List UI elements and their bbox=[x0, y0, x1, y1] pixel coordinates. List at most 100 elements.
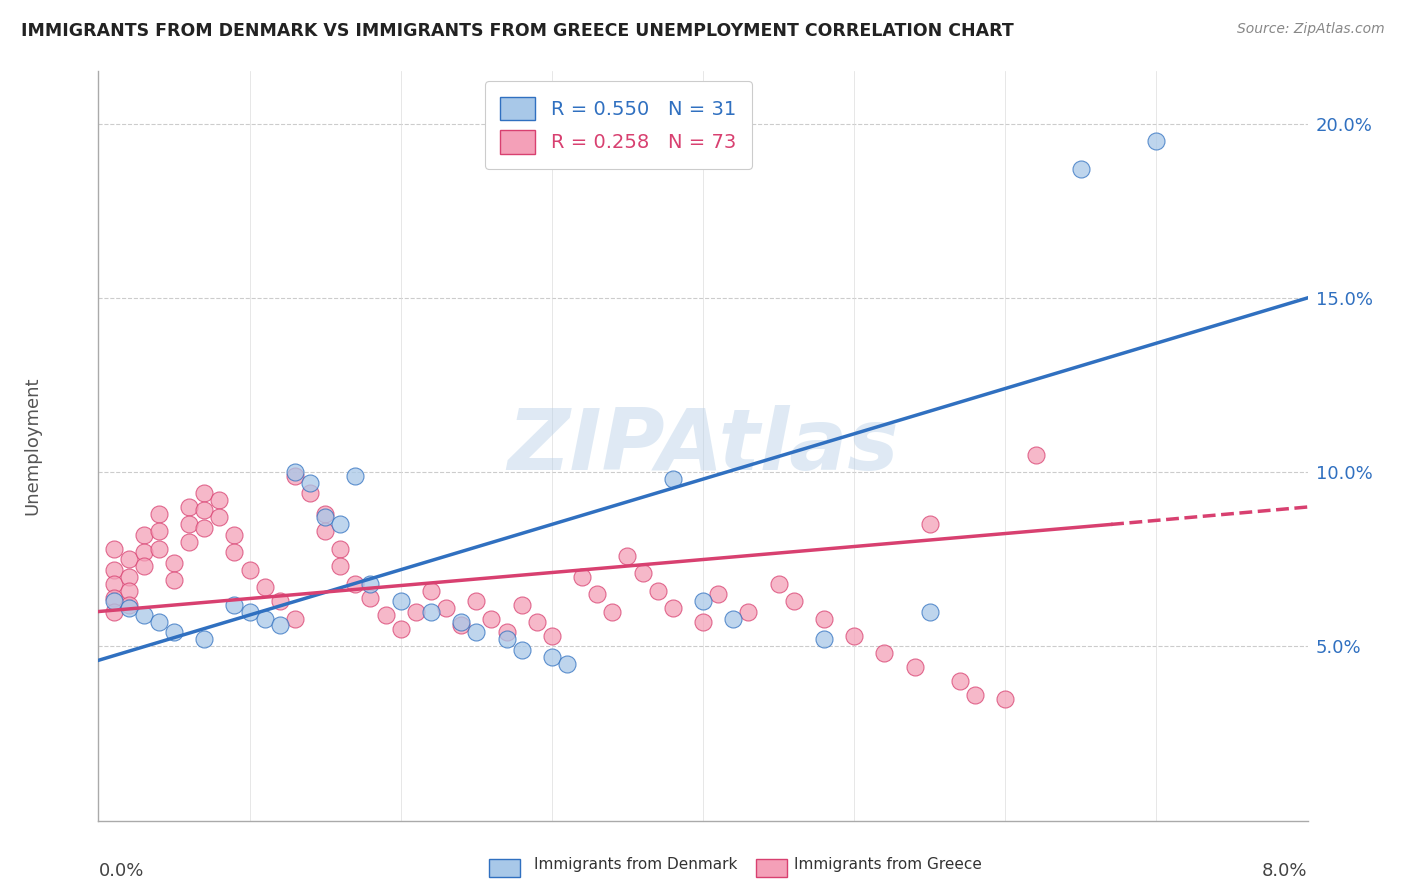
Point bbox=[495, 625, 517, 640]
Point bbox=[994, 691, 1017, 706]
Point bbox=[193, 503, 215, 517]
Point bbox=[813, 632, 835, 647]
Point bbox=[692, 615, 714, 629]
Point bbox=[118, 552, 141, 566]
Point bbox=[526, 615, 548, 629]
Point bbox=[540, 629, 562, 643]
Point bbox=[163, 625, 186, 640]
Point bbox=[103, 591, 125, 605]
Point bbox=[269, 618, 291, 632]
Point bbox=[132, 607, 155, 622]
Point bbox=[495, 632, 517, 647]
Text: Immigrants from Denmark: Immigrants from Denmark bbox=[534, 857, 738, 872]
Point bbox=[118, 598, 141, 612]
Point bbox=[193, 486, 215, 500]
Point bbox=[389, 622, 412, 636]
Point bbox=[768, 576, 790, 591]
Point bbox=[420, 605, 443, 619]
Point bbox=[374, 607, 396, 622]
Point bbox=[465, 594, 488, 608]
Point bbox=[208, 510, 231, 524]
Point bbox=[103, 594, 125, 608]
Point bbox=[103, 576, 125, 591]
Point bbox=[208, 493, 231, 508]
Text: 0.0%: 0.0% bbox=[98, 863, 143, 880]
Point bbox=[904, 660, 927, 674]
Point bbox=[179, 534, 201, 549]
Point bbox=[329, 517, 352, 532]
Point bbox=[949, 674, 972, 689]
Point bbox=[844, 629, 866, 643]
Point bbox=[118, 570, 141, 584]
Point bbox=[284, 611, 307, 625]
Point bbox=[344, 468, 367, 483]
Point bbox=[360, 591, 382, 605]
Point bbox=[314, 507, 336, 521]
Point bbox=[661, 472, 683, 486]
Point bbox=[132, 545, 155, 559]
Point bbox=[360, 576, 382, 591]
Point bbox=[420, 583, 443, 598]
Point bbox=[103, 541, 125, 556]
Legend: R = 0.550   N = 31, R = 0.258   N = 73: R = 0.550 N = 31, R = 0.258 N = 73 bbox=[485, 81, 752, 169]
Point bbox=[631, 566, 654, 581]
Point bbox=[434, 601, 457, 615]
Point bbox=[118, 583, 141, 598]
Point bbox=[329, 559, 352, 574]
Point bbox=[405, 605, 427, 619]
Point bbox=[616, 549, 638, 563]
Point bbox=[692, 594, 714, 608]
Point bbox=[148, 524, 170, 539]
Point bbox=[586, 587, 609, 601]
Point bbox=[481, 611, 503, 625]
Point bbox=[148, 507, 170, 521]
Text: Unemployment: Unemployment bbox=[22, 376, 41, 516]
Point bbox=[965, 688, 987, 702]
Point bbox=[253, 580, 276, 594]
Point bbox=[783, 594, 806, 608]
Point bbox=[555, 657, 578, 671]
Point bbox=[103, 563, 125, 577]
Point bbox=[1146, 134, 1168, 148]
Point bbox=[179, 517, 201, 532]
Point bbox=[314, 510, 336, 524]
Point bbox=[163, 573, 186, 587]
Point bbox=[253, 611, 276, 625]
Point bbox=[813, 611, 835, 625]
Point bbox=[344, 576, 367, 591]
Point bbox=[723, 611, 745, 625]
Point bbox=[284, 465, 307, 479]
Point bbox=[329, 541, 352, 556]
Point bbox=[239, 563, 262, 577]
Point bbox=[465, 625, 488, 640]
Point bbox=[148, 615, 170, 629]
Point bbox=[179, 500, 201, 514]
Point bbox=[873, 646, 896, 660]
Point bbox=[193, 521, 215, 535]
Point bbox=[299, 475, 322, 490]
Point bbox=[737, 605, 759, 619]
Point bbox=[224, 528, 246, 542]
Point bbox=[132, 528, 155, 542]
Point bbox=[284, 468, 307, 483]
Point bbox=[602, 605, 624, 619]
Text: Immigrants from Greece: Immigrants from Greece bbox=[794, 857, 983, 872]
Point bbox=[571, 570, 593, 584]
Text: ZIPAtlas: ZIPAtlas bbox=[508, 404, 898, 488]
Point bbox=[510, 598, 533, 612]
Point bbox=[661, 601, 683, 615]
Point bbox=[510, 643, 533, 657]
Point bbox=[707, 587, 730, 601]
Point bbox=[647, 583, 669, 598]
Text: Source: ZipAtlas.com: Source: ZipAtlas.com bbox=[1237, 22, 1385, 37]
Point bbox=[918, 605, 941, 619]
Text: 8.0%: 8.0% bbox=[1263, 863, 1308, 880]
Point bbox=[163, 556, 186, 570]
Point bbox=[193, 632, 215, 647]
Point bbox=[1070, 161, 1092, 176]
Point bbox=[314, 524, 336, 539]
Point bbox=[450, 618, 472, 632]
Text: IMMIGRANTS FROM DENMARK VS IMMIGRANTS FROM GREECE UNEMPLOYMENT CORRELATION CHART: IMMIGRANTS FROM DENMARK VS IMMIGRANTS FR… bbox=[21, 22, 1014, 40]
Point bbox=[269, 594, 291, 608]
Point bbox=[299, 486, 322, 500]
